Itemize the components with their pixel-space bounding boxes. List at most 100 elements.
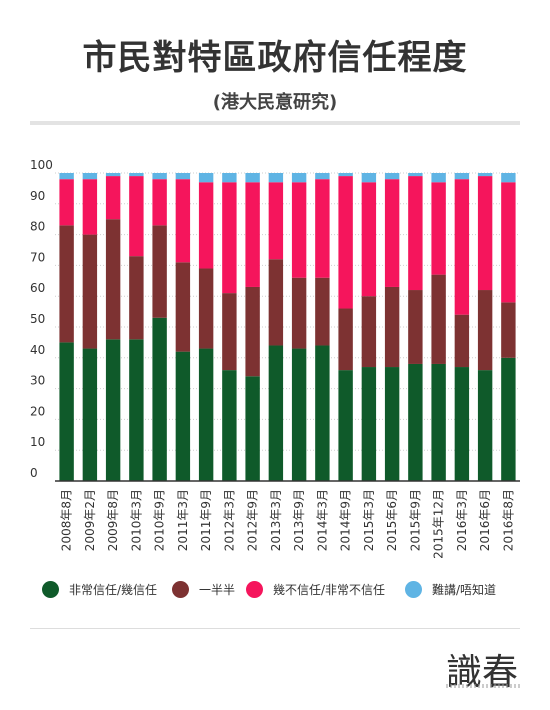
x-tick-label: 2013年9月 <box>292 489 306 551</box>
legend-label-distrust: 幾不信任/非常不信任 <box>273 583 386 597</box>
legend-item-distrust: 幾不信任/非常不信任 <box>246 581 385 598</box>
bar-segment <box>454 173 470 180</box>
bar-segment <box>175 173 191 180</box>
bar-segment <box>198 348 214 481</box>
bar-segment <box>315 345 330 481</box>
bar-segment <box>291 182 307 278</box>
x-tick-label: 2014年9月 <box>339 489 353 551</box>
bar-segment <box>431 173 446 183</box>
bar-segment <box>384 173 400 180</box>
x-tick-label: 2008年8月 <box>60 489 74 551</box>
x-tick-label: 2014年3月 <box>315 489 329 551</box>
x-tick-label: 2015年3月 <box>362 489 376 551</box>
x-tick-label: 2011年9月 <box>199 489 213 551</box>
legend-label-half: 一半半 <box>199 583 236 597</box>
y-tick-label: 50 <box>30 312 45 326</box>
bar-segment <box>175 179 191 263</box>
bar-segment <box>454 367 470 481</box>
brand-logo-tagline <box>446 684 522 688</box>
bar-segment <box>408 363 423 481</box>
x-tick-label: 2011年3月 <box>176 489 190 551</box>
y-tick-label: 20 <box>30 404 45 418</box>
y-tick-label: 10 <box>30 435 45 449</box>
x-tick-label: 2015年6月 <box>385 489 399 551</box>
title-divider <box>30 121 520 125</box>
bar-segment <box>501 182 516 303</box>
x-tick-label: 2012年3月 <box>222 489 236 551</box>
bar-segment <box>268 259 284 346</box>
bar-segment <box>222 293 237 371</box>
bar-segment <box>477 370 493 481</box>
bar-segment <box>152 173 167 180</box>
footer-divider <box>30 628 520 629</box>
legend-label-unsure: 難講/唔知道 <box>432 583 497 597</box>
legend-item-trust: 非常信任/幾信任 <box>42 581 157 598</box>
bar-segment <box>152 317 167 481</box>
bar-segment <box>222 182 237 294</box>
bar-segment <box>152 225 167 318</box>
x-tick-label: 2009年2月 <box>83 489 97 551</box>
y-tick-label: 40 <box>30 343 45 357</box>
legend-item-half: 一半半 <box>172 581 235 598</box>
y-tick-label: 30 <box>30 374 45 388</box>
bar-segment <box>291 277 307 349</box>
chart-subtitle: (港大民意研究) <box>212 92 338 113</box>
legend-swatch-half <box>172 581 189 598</box>
bar-segment <box>82 234 98 349</box>
bar-segment <box>82 179 98 235</box>
bar-segment <box>291 348 307 481</box>
bar-segment <box>82 173 98 180</box>
legend-label-trust: 非常信任/幾信任 <box>69 583 158 597</box>
legend-item-unsure: 難講/唔知道 <box>405 581 496 598</box>
bar-segment <box>315 277 330 346</box>
bar-segment <box>222 173 237 183</box>
legend-swatch-distrust <box>246 581 263 598</box>
x-tick-label: 2010年3月 <box>129 489 143 551</box>
bar-segment <box>338 370 353 481</box>
bar-segment <box>431 182 446 275</box>
bar-segment <box>408 173 423 177</box>
bar-segment <box>384 286 400 368</box>
bar-segment <box>245 286 260 377</box>
bar-segment <box>268 182 284 260</box>
bar-segment <box>361 296 377 368</box>
y-tick-label: 80 <box>30 220 45 234</box>
bar-segment <box>477 173 493 177</box>
y-tick-label: 70 <box>30 250 45 264</box>
x-tick-label: 2016年8月 <box>501 489 515 551</box>
bar-segment <box>198 182 214 269</box>
x-tick-label: 2015年9月 <box>408 489 422 551</box>
bar-segment <box>454 179 470 315</box>
bar-segment <box>384 367 400 481</box>
bar-segment <box>477 176 493 291</box>
bar-segment <box>105 339 121 481</box>
bar-segment <box>431 363 446 481</box>
bar-segment <box>431 274 446 364</box>
bar-segment <box>408 290 423 364</box>
bar-segment <box>82 348 98 481</box>
bar-segment <box>501 302 516 358</box>
bar-segment <box>338 308 353 371</box>
bar-segment <box>152 179 167 226</box>
stacked-bar-chart: 0 10 20 30 40 50 60 70 80 90 100 2008年8月 2009年2月 2009… <box>30 158 520 559</box>
bar-segment <box>105 173 121 177</box>
x-tick-label: 2016年6月 <box>478 489 492 551</box>
bar-segment <box>129 256 144 340</box>
bar-segment <box>59 342 74 481</box>
bar-segment <box>198 268 214 349</box>
bar-segment <box>59 173 74 180</box>
bar-segment <box>59 179 74 226</box>
x-tick-label: 2015年12月 <box>432 489 446 559</box>
y-tick-label: 90 <box>30 189 45 203</box>
bar-segment <box>454 314 470 368</box>
bar-segment <box>315 179 330 278</box>
bar-segment <box>268 173 284 183</box>
bar-segment <box>384 179 400 287</box>
bar-segment <box>361 173 377 183</box>
bar-segment <box>501 173 516 183</box>
chart-title: 市民對特區政府信任程度 <box>82 38 468 78</box>
x-tick-label: 2013年3月 <box>269 489 283 551</box>
x-tick-label: 2012年9月 <box>246 489 260 551</box>
bar-segment <box>222 370 237 481</box>
bar-segment <box>175 351 191 481</box>
